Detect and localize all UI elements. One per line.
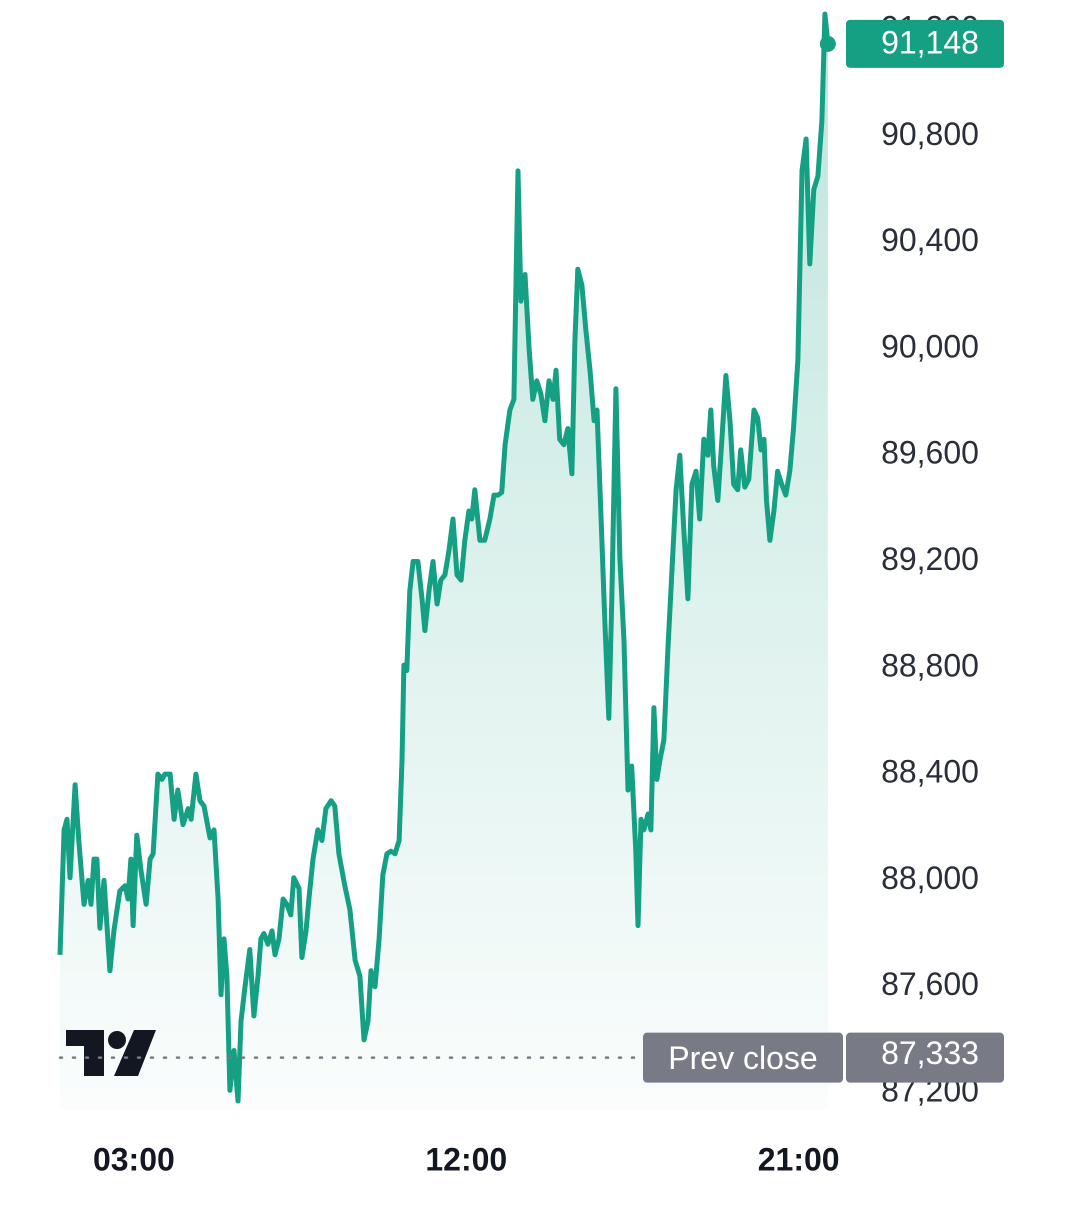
last-price-badge [846, 19, 1004, 68]
y-tick-label: 90,400 [881, 222, 979, 258]
prev-close-title: Prev close [668, 1040, 817, 1076]
y-tick-label: 90,000 [881, 328, 979, 364]
prev-close-value: 87,333 [881, 1035, 979, 1071]
last-price-label: 91,148 [881, 24, 979, 60]
x-tick-label: 03:00 [93, 1141, 175, 1177]
y-tick-label: 88,800 [881, 647, 979, 683]
logo [66, 1030, 156, 1076]
prev-close-value-badge [846, 1032, 1004, 1083]
last-point [819, 35, 836, 52]
y-tick-label: 89,600 [881, 435, 979, 471]
y-tick-label: 90,800 [881, 116, 979, 152]
prev-close-badge [643, 1032, 843, 1083]
price-line [57, 11, 831, 1104]
y-tick-label: 87,600 [881, 966, 979, 1002]
x-tick-label: 21:00 [758, 1141, 840, 1177]
y-tick-label: 88,000 [881, 860, 979, 896]
area-fill [60, 14, 828, 1111]
x-tick-label: 12:00 [425, 1141, 507, 1177]
y-tick-label: 89,200 [881, 541, 979, 577]
y-tick-label: 88,400 [881, 754, 979, 790]
